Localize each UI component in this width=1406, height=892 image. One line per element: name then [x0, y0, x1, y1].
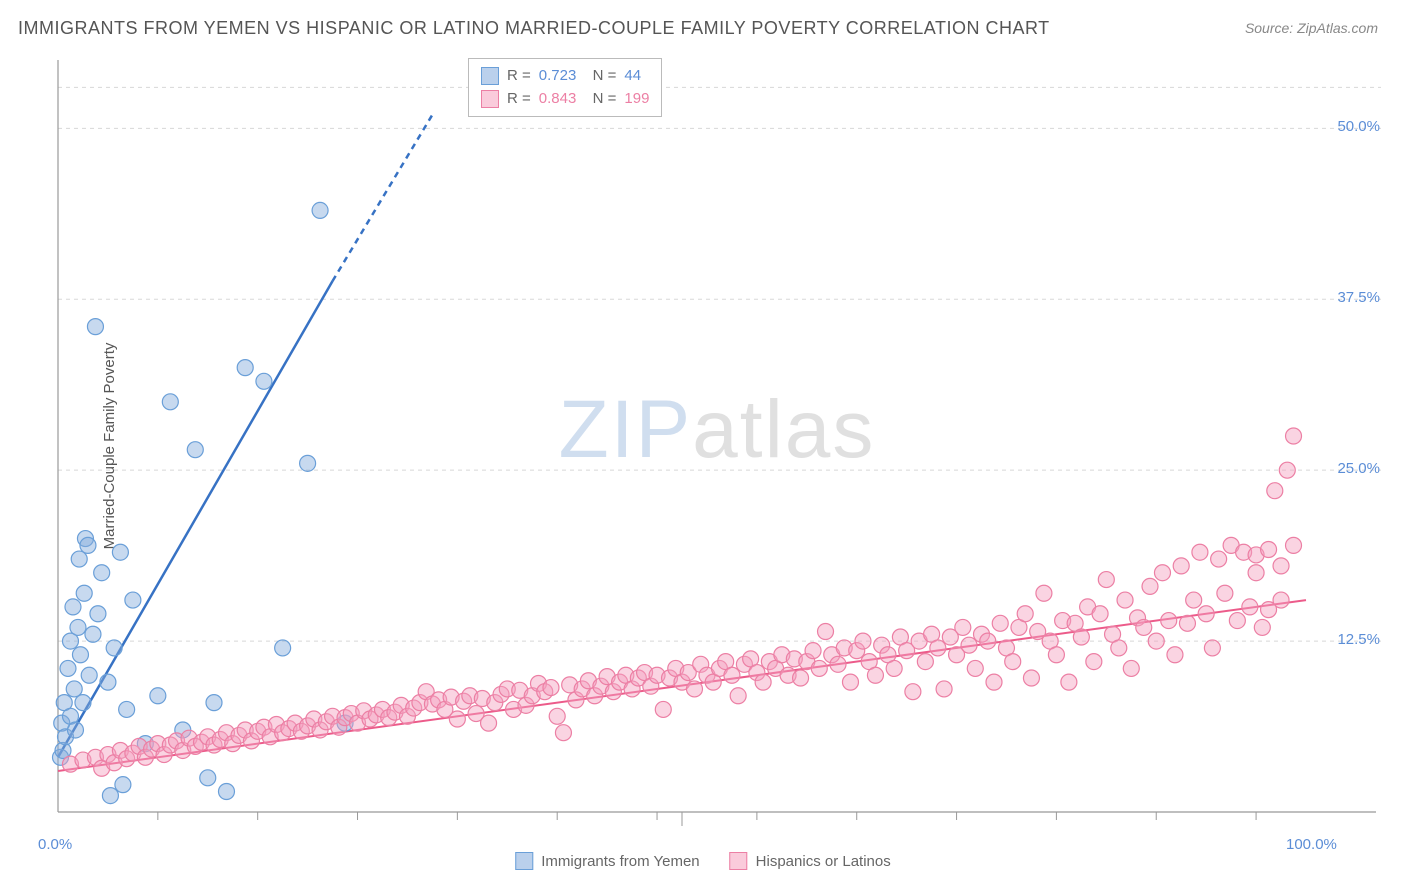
x-tick-label: 0.0% [38, 836, 72, 853]
n-value-1: 44 [624, 65, 641, 88]
legend-row-series2: R = 0.843 N = 199 [481, 88, 649, 111]
n-label: N = [584, 88, 616, 111]
legend-item-1: Immigrants from Yemen [515, 852, 699, 870]
source-credit: Source: ZipAtlas.com [1245, 20, 1378, 36]
scatter-plot [48, 50, 1386, 842]
chart-title: IMMIGRANTS FROM YEMEN VS HISPANIC OR LAT… [18, 18, 1050, 39]
y-tick-label: 25.0% [1337, 460, 1380, 477]
r-label: R = [507, 88, 531, 111]
y-tick-label: 37.5% [1337, 289, 1380, 306]
y-tick-label: 50.0% [1337, 118, 1380, 135]
swatch-series2 [481, 90, 499, 108]
swatch-series1 [481, 67, 499, 85]
n-label: N = [584, 65, 616, 88]
r-value-2: 0.843 [539, 88, 577, 111]
r-label: R = [507, 65, 531, 88]
bottom-legend: Immigrants from Yemen Hispanics or Latin… [515, 852, 890, 870]
legend-item-2: Hispanics or Latinos [730, 852, 891, 870]
x-tick-label: 100.0% [1286, 836, 1337, 853]
legend-row-series1: R = 0.723 N = 44 [481, 65, 649, 88]
correlation-legend: R = 0.723 N = 44 R = 0.843 N = 199 [468, 58, 662, 117]
swatch-icon [515, 852, 533, 870]
n-value-2: 199 [624, 88, 649, 111]
chart-area: ZIPatlas R = 0.723 N = 44 R = 0.843 N = … [48, 50, 1386, 842]
y-tick-label: 12.5% [1337, 631, 1380, 648]
r-value-1: 0.723 [539, 65, 577, 88]
swatch-icon [730, 852, 748, 870]
legend-label-2: Hispanics or Latinos [756, 853, 891, 870]
legend-label-1: Immigrants from Yemen [541, 853, 699, 870]
